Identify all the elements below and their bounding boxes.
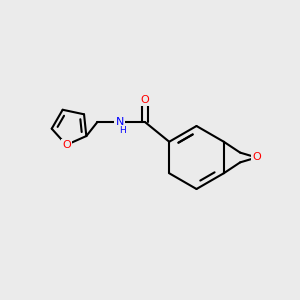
Text: O: O	[141, 95, 150, 105]
Text: H: H	[119, 126, 125, 135]
Text: O: O	[252, 152, 261, 163]
Text: N: N	[116, 117, 124, 127]
Text: O: O	[62, 140, 71, 150]
